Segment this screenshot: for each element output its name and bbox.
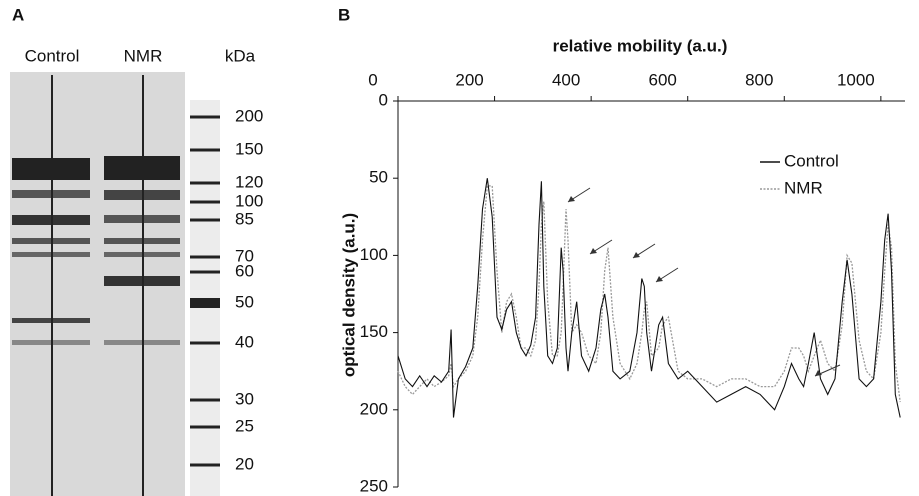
y-tick-label: 50 (369, 168, 388, 187)
y-tick-label: 250 (360, 476, 388, 495)
arrow-head (590, 248, 597, 254)
x-tick-label: 200 (455, 70, 483, 89)
arrow-head (815, 370, 822, 376)
marker-band (190, 270, 220, 274)
y-tick-label: 200 (360, 399, 388, 418)
marker-band (190, 148, 220, 152)
arrow-head (633, 252, 640, 258)
panel-letter: A (12, 5, 24, 24)
x-tick-label: 400 (552, 70, 580, 89)
y-tick-label: 0 (379, 90, 388, 109)
marker-band (190, 341, 220, 345)
marker-label: 85 (235, 209, 254, 228)
gel (10, 72, 220, 496)
marker-label: 200 (235, 106, 263, 125)
legend-label: Control (784, 151, 839, 170)
data-line (397, 185, 901, 403)
data-line (397, 178, 901, 418)
marker-label: 20 (235, 454, 254, 473)
y-tick-label: 150 (360, 322, 388, 341)
marker-label: 120 (235, 172, 263, 191)
marker-label: 100 (235, 191, 263, 210)
marker-band (190, 115, 220, 119)
marker-label: 150 (235, 139, 263, 158)
marker-label: 50 (235, 292, 254, 311)
marker-band (190, 255, 220, 259)
marker-band (190, 425, 220, 429)
x-tick-label: 600 (649, 70, 677, 89)
marker-band (190, 463, 220, 467)
marker-band (190, 298, 220, 308)
y-axis-title: optical density (a.u.) (339, 213, 358, 377)
marker-label: 40 (235, 332, 254, 351)
x-tick-label: 800 (745, 70, 773, 89)
arrow-head (568, 196, 575, 202)
marker-label: 70 (235, 246, 254, 265)
lane-label: Control (25, 46, 80, 65)
marker-label: 25 (235, 416, 254, 435)
arrow-head (656, 276, 663, 282)
x-axis-title: relative mobility (a.u.) (553, 36, 728, 55)
y-tick-label: 100 (360, 245, 388, 264)
marker-band (190, 181, 220, 185)
marker-label: 30 (235, 389, 254, 408)
marker-band (190, 218, 220, 222)
unit-label: kDa (225, 46, 256, 65)
x-tick-label: 1000 (837, 70, 875, 89)
marker-label: 60 (235, 261, 254, 280)
marker-band (190, 398, 220, 402)
lane-label: NMR (124, 46, 163, 65)
panel-letter: B (338, 5, 350, 24)
marker-band (190, 200, 220, 204)
x-tick-label: 0 (368, 70, 377, 89)
legend-label: NMR (784, 178, 823, 197)
